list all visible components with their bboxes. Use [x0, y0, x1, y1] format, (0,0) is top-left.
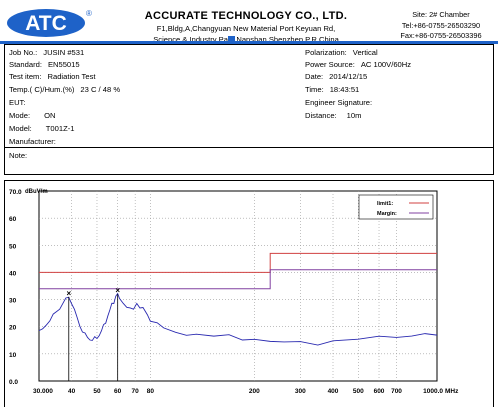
- time-value: 18:43:51: [329, 85, 360, 94]
- x-tick-label: 1000.0: [423, 388, 443, 395]
- x-tick-label: 300: [295, 388, 306, 395]
- company-name: ACCURATE TECHNOLOGY CO., LTD.: [144, 10, 348, 22]
- y-tick-label: 50: [9, 243, 17, 250]
- test-info-table: Job No.: JUSIN #531 Standard: EN55015 Test…: [4, 44, 494, 148]
- company-address-1: F1,Bldg,A,Changyuan New Material Port Ke…: [156, 24, 336, 33]
- standard-label: Standard:: [9, 60, 42, 69]
- fax-text: Fax:+86-0755-26503396: [400, 31, 482, 40]
- note-label: Note:: [9, 151, 28, 160]
- job-no-value: JUSIN #531: [43, 48, 85, 57]
- mode-label: Mode:: [9, 111, 31, 120]
- site-text: Site: 2# Chamber: [412, 10, 470, 19]
- engineer-row: Engineer Signature:: [305, 98, 372, 107]
- x-tick-label: 80: [147, 388, 155, 395]
- test-item-label: Test item:: [9, 72, 42, 81]
- standard-row: Standard: EN55015: [9, 60, 80, 69]
- polarization-label: Polarization:: [305, 48, 347, 57]
- distance-value: 10m: [346, 111, 362, 120]
- eut-label: EUT:: [9, 98, 26, 107]
- time-row: Time: 18:43:51: [305, 85, 359, 94]
- model-label: Model:: [9, 124, 32, 133]
- job-no-row: Job No.: JUSIN #531: [9, 48, 84, 57]
- x-tick-label: 600: [374, 388, 385, 395]
- polarization-row: Polarization: Vertical: [305, 48, 378, 57]
- power-row: Power Source: AC 100V/60Hz: [305, 60, 411, 69]
- emission-chart-panel: 70.0 60 50 40 30 20 10 0.0 30.000 40 50 60 70 80 200 30…: [4, 180, 494, 407]
- temp-value: 23 C / 48 %: [80, 85, 121, 94]
- manufacturer-label: Manufacturer:: [9, 137, 56, 146]
- date-row: Date: 2014/12/15: [305, 72, 367, 81]
- temp-row: Temp.( C)/Hum.(%) 23 C / 48 %: [9, 85, 120, 94]
- series-line: [39, 269, 437, 290]
- mode-value: ON: [44, 111, 56, 120]
- model-row: Model: T001Z-1: [9, 124, 75, 133]
- distance-row: Distance: 10m: [305, 111, 361, 120]
- company-address-2: Science & Industry Park,Nanshan Shenzhen…: [153, 35, 339, 44]
- distance-label: Distance:: [305, 111, 337, 120]
- x-tick-label: 50: [93, 388, 101, 395]
- date-label: Date:: [305, 72, 324, 81]
- power-value: AC 100V/60Hz: [360, 60, 412, 69]
- atc-logo: ATC ®: [6, 7, 92, 39]
- x-axis-unit: MHz: [445, 388, 459, 395]
- marker-symbol: ×: [66, 289, 71, 298]
- date-value: 2014/12/15: [329, 72, 368, 81]
- legend-label: limit1:: [377, 201, 393, 207]
- x-tick-label: 200: [249, 388, 260, 395]
- logo-text: ATC: [25, 12, 67, 35]
- mode-row: Mode: ON: [9, 111, 56, 120]
- x-tick-label: 40: [68, 388, 76, 395]
- y-tick-label: 70.0: [9, 189, 22, 196]
- y-axis-unit: dBuV/m: [25, 189, 48, 195]
- eut-row: EUT:: [9, 98, 25, 107]
- y-tick-label: 60: [9, 216, 17, 223]
- test-item-value: Radiation Test: [47, 72, 96, 81]
- polarization-value: Vertical: [352, 48, 378, 57]
- atc-logo-graphic: ATC ®: [7, 9, 92, 37]
- series-line: [39, 252, 437, 273]
- emission-chart: 70.0 60 50 40 30 20 10 0.0 30.000 40 50 60 70 80 200 30…: [9, 189, 459, 395]
- y-tick-label: 10: [9, 352, 17, 359]
- job-no-label: Job No.:: [9, 48, 38, 57]
- legend-box: [358, 194, 434, 220]
- model-value: T001Z-1: [45, 124, 75, 133]
- legend-label: Margin:: [377, 211, 397, 217]
- company-block: ACCURATE TECHNOLOGY CO., LTD. F1,Bldg,A,…: [118, 10, 374, 44]
- temp-label: Temp.( C)/Hum.(%): [9, 85, 75, 94]
- y-tick-label: 30: [9, 298, 17, 305]
- series-line: [38, 292, 438, 346]
- x-tick-label: 500: [353, 388, 364, 395]
- note-box: Note:: [4, 147, 494, 175]
- header-divider-tab: [228, 36, 235, 45]
- x-tick-label: 700: [391, 388, 402, 395]
- marker-symbol: ×: [115, 286, 120, 295]
- registered-mark: ®: [86, 9, 92, 18]
- y-tick-label: 40: [9, 270, 17, 277]
- x-tick-label: 400: [328, 388, 339, 395]
- power-label: Power Source:: [305, 60, 355, 69]
- x-tick-label: 30.000: [33, 388, 53, 395]
- engineer-label: Engineer Signature:: [305, 98, 373, 107]
- header-divider: [0, 41, 498, 44]
- tel-text: Tel:+86-0755-26503290: [401, 20, 481, 30]
- x-tick-label: 60: [114, 388, 122, 395]
- y-tick-label: 20: [9, 325, 17, 332]
- contact-block: Site: 2# Chamber Tel:+86-0755-26503290 F…: [388, 10, 494, 42]
- test-item-row: Test item: Radiation Test: [9, 72, 95, 81]
- y-tick-label: 0.0: [9, 379, 18, 386]
- x-tick-label: 70: [132, 388, 140, 395]
- time-label: Time:: [305, 85, 324, 94]
- manufacturer-row: Manufacturer:: [9, 137, 56, 146]
- plot-area: [38, 190, 438, 382]
- standard-value: EN55015: [47, 60, 80, 69]
